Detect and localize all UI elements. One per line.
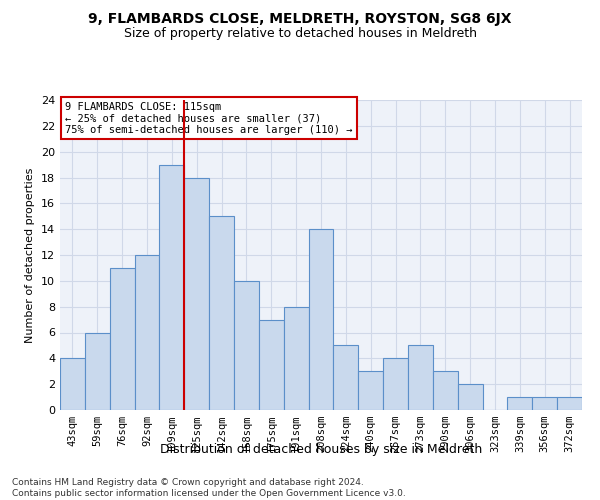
Bar	[532, 397, 557, 410]
Bar	[284, 306, 308, 410]
Y-axis label: Number of detached properties: Number of detached properties	[25, 168, 35, 342]
Bar	[259, 320, 284, 410]
Bar	[60, 358, 85, 410]
Bar	[184, 178, 209, 410]
Bar	[383, 358, 408, 410]
Bar	[557, 397, 582, 410]
Bar	[134, 255, 160, 410]
Bar	[433, 371, 458, 410]
Bar	[234, 281, 259, 410]
Text: Size of property relative to detached houses in Meldreth: Size of property relative to detached ho…	[124, 28, 476, 40]
Bar	[358, 371, 383, 410]
Bar	[408, 346, 433, 410]
Bar	[110, 268, 134, 410]
Text: Distribution of detached houses by size in Meldreth: Distribution of detached houses by size …	[160, 442, 482, 456]
Text: Contains HM Land Registry data © Crown copyright and database right 2024.
Contai: Contains HM Land Registry data © Crown c…	[12, 478, 406, 498]
Bar	[85, 332, 110, 410]
Bar	[209, 216, 234, 410]
Text: 9, FLAMBARDS CLOSE, MELDRETH, ROYSTON, SG8 6JX: 9, FLAMBARDS CLOSE, MELDRETH, ROYSTON, S…	[88, 12, 512, 26]
Bar	[160, 164, 184, 410]
Bar	[334, 346, 358, 410]
Bar	[458, 384, 482, 410]
Text: 9 FLAMBARDS CLOSE: 115sqm
← 25% of detached houses are smaller (37)
75% of semi-: 9 FLAMBARDS CLOSE: 115sqm ← 25% of detac…	[65, 102, 353, 134]
Bar	[508, 397, 532, 410]
Bar	[308, 229, 334, 410]
